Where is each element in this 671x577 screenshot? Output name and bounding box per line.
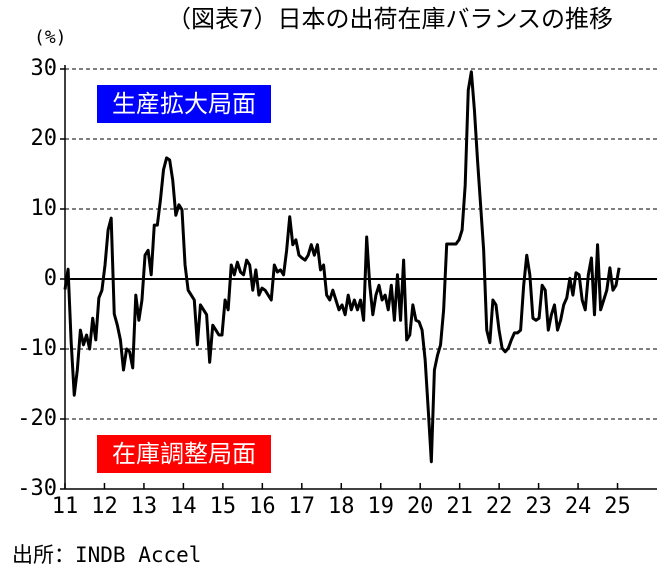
annotation-text: 在庫調整局面: [112, 440, 256, 468]
x-tick-label: 22: [486, 494, 513, 519]
chart-title: （図表7）日本の出荷在庫バランスの推移: [167, 5, 613, 33]
x-tick-label: 14: [170, 494, 197, 519]
x-tick-label: 12: [91, 494, 118, 519]
x-tick-label: 11: [52, 494, 79, 519]
x-tick-label: 18: [328, 494, 355, 519]
y-tick-label: 0: [44, 266, 57, 291]
x-tick-label: 19: [367, 494, 394, 519]
x-tick-label: 16: [249, 494, 276, 519]
annotation-box: [97, 85, 271, 123]
x-tick-label: 24: [565, 494, 592, 519]
y-tick-label: -10: [17, 336, 57, 361]
y-tick-label: -20: [17, 406, 57, 431]
annotation-box: [97, 435, 271, 473]
plot-area: -30 -20 -10 0 10 20 30 11 12 13 14 15 16 17 18 19 20 21 22…: [17, 56, 657, 519]
x-tick-label: 23: [525, 494, 552, 519]
annotation: 生産拡大局面: [97, 85, 271, 123]
y-tick-label: 20: [31, 126, 58, 151]
annotation-text: 生産拡大局面: [112, 90, 256, 118]
y-tick-label: 30: [31, 56, 58, 81]
annotation: 在庫調整局面: [97, 435, 271, 473]
x-tick-label: 20: [407, 494, 434, 519]
x-tick-label: 17: [289, 494, 316, 519]
y-tick-label: 10: [31, 196, 58, 221]
source-note: 出所：INDB Accel: [12, 543, 201, 567]
y-axis-label: (%): [34, 27, 67, 48]
x-tick-label: 13: [131, 494, 158, 519]
y-tick-label: -30: [17, 476, 57, 501]
x-tick-label: 21: [446, 494, 473, 519]
x-tick-label: 15: [210, 494, 237, 519]
data-line: [63, 70, 621, 464]
x-tick-label: 25: [604, 494, 631, 519]
